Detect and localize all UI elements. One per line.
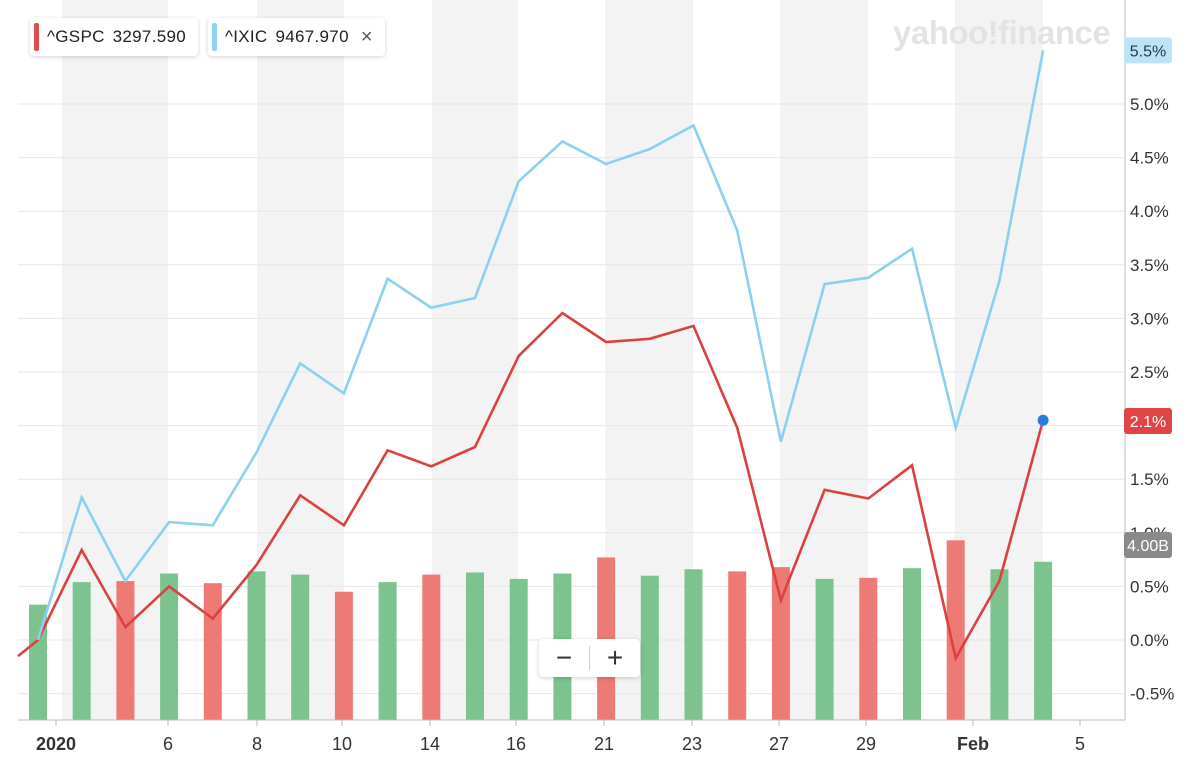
- y-tick-label: 3.5%: [1130, 256, 1169, 275]
- volume-bar: [160, 573, 179, 720]
- price-tag-bg: [1124, 531, 1172, 558]
- x-tick-label: 5: [1075, 734, 1085, 754]
- y-tick-label: -0.5%: [1130, 685, 1174, 704]
- y-tick-label: 4.0%: [1130, 202, 1169, 221]
- x-tick-label: 21: [594, 734, 614, 754]
- y-axis-ticks: -0.5%0.0%0.5%1.0%1.5%2.0%2.5%3.0%3.5%4.0…: [1130, 95, 1174, 704]
- ixic-symbol: ^IXIC: [224, 27, 268, 46]
- legend-chip-ixic[interactable]: ^IXIC 9467.970 ×: [207, 18, 385, 56]
- volume-bar: [334, 591, 353, 720]
- x-tick-label: Feb: [957, 734, 989, 754]
- zoom-control: − +: [539, 639, 640, 677]
- gspc-symbol: ^GSPC: [47, 27, 105, 46]
- comparison-legend: ^GSPC 3297.590 ^IXIC 9467.970 ×: [30, 18, 385, 56]
- y-tick-label: 3.0%: [1130, 309, 1169, 328]
- x-tick-label: 6: [163, 734, 173, 754]
- x-tick-label: 8: [252, 734, 262, 754]
- volume-bar: [72, 582, 91, 720]
- volume-bar: [422, 574, 441, 720]
- series-line-ixic: [36, 50, 1045, 641]
- price-tag-bg: [1124, 408, 1172, 434]
- volume-bar: [903, 568, 921, 720]
- y-tick-label: 0.5%: [1130, 577, 1169, 596]
- volume-bar: [990, 569, 1009, 720]
- x-tick-label: 16: [506, 734, 526, 754]
- gspc-color-swatch: [34, 23, 39, 51]
- volume-bar: [946, 540, 965, 720]
- price-tag-ixic: 5.5%: [1124, 37, 1172, 64]
- ixic-value: 9467.970: [275, 27, 349, 46]
- volume-bar: [815, 578, 834, 720]
- y-tick-label: 2.5%: [1130, 363, 1169, 382]
- volume-bar: [291, 574, 310, 720]
- price-tag-bg: [1124, 37, 1172, 64]
- price-tag-volume: 4.00B: [1124, 531, 1172, 558]
- zoom-divider: [589, 646, 590, 670]
- last-point-marker: [1037, 414, 1049, 426]
- volume-bar: [1034, 561, 1053, 720]
- close-icon[interactable]: ×: [360, 25, 373, 48]
- x-tick-label: 29: [856, 734, 876, 754]
- volume-bar: [640, 575, 659, 720]
- axes: [18, 0, 1126, 721]
- series-lines: [17, 50, 1049, 662]
- gridlines: [18, 103, 1125, 695]
- zoom-in-button[interactable]: +: [606, 642, 624, 673]
- price-tags: 5.5% 2.1% 4.00B: [1124, 37, 1172, 558]
- x-tick-label: 2020: [36, 734, 76, 754]
- series-line-gspc: [17, 311, 1045, 662]
- gspc-value: 3297.590: [112, 27, 186, 46]
- volume-bar: [597, 557, 616, 720]
- y-tick-label: 1.5%: [1130, 470, 1169, 489]
- x-tick-label: 23: [682, 734, 702, 754]
- volume-bar: [771, 567, 790, 720]
- x-tick-label: 27: [769, 734, 789, 754]
- price-tag-gspc: 2.1%: [1124, 408, 1172, 434]
- volume-bar: [509, 578, 528, 720]
- price-tag-label: 5.5%: [1130, 43, 1166, 60]
- volume-bar: [466, 572, 484, 720]
- y-tick-label: 0.0%: [1130, 631, 1169, 650]
- volume-bar: [684, 569, 703, 720]
- volume-bars: [29, 540, 1053, 720]
- y-tick-label: 5.0%: [1130, 95, 1169, 114]
- volume-bar: [859, 577, 878, 720]
- ixic-color-swatch: [211, 23, 217, 51]
- x-tick-label: 14: [420, 734, 440, 754]
- price-tag-label: 2.1%: [1130, 414, 1166, 431]
- volume-bar: [203, 583, 222, 720]
- zoom-out-button[interactable]: −: [555, 642, 573, 673]
- x-tick-label: 10: [332, 734, 352, 754]
- volume-bar: [378, 582, 397, 720]
- legend-chip-gspc[interactable]: ^GSPC 3297.590: [30, 18, 198, 56]
- volume-bar: [728, 571, 747, 720]
- x-axis-ticks: 2020 6 8 10 14 16 21 23 27 29 Feb 5: [36, 720, 1085, 754]
- y-tick-label: 4.5%: [1130, 149, 1169, 168]
- yahoo-finance-logo: yahoo!finance: [893, 14, 1111, 51]
- volume-bar: [116, 581, 135, 720]
- volume-bar: [247, 571, 266, 720]
- price-tag-label: 4.00B: [1127, 538, 1169, 555]
